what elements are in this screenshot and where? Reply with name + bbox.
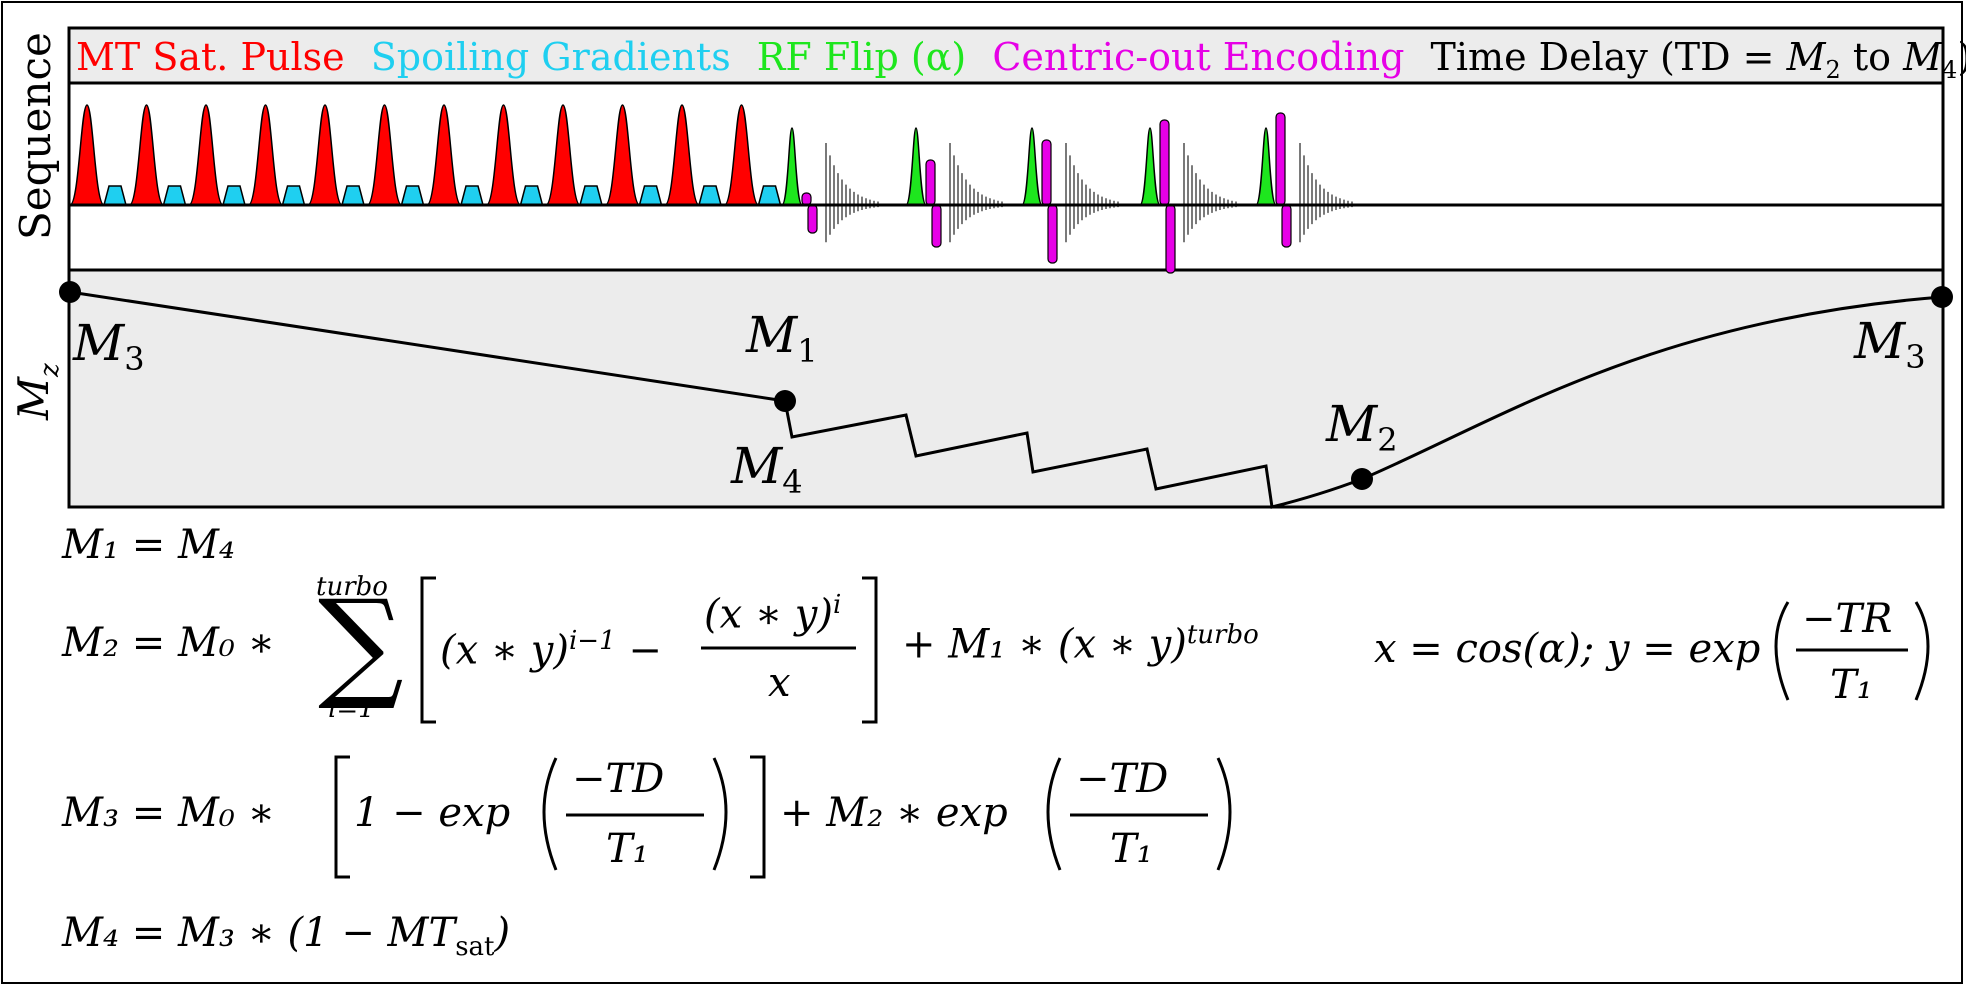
label-m3-left: M3 (72, 314, 145, 378)
point-m2 (1351, 468, 1373, 490)
encoding-lobe-positive (1041, 139, 1052, 206)
mt-pulse (128, 104, 165, 206)
equation-3-den: T₁ (606, 826, 649, 872)
sequence-axis-label: Sequence (11, 32, 60, 240)
equation-brackets (334, 576, 1930, 879)
equation-2-defs-den: T₁ (1830, 662, 1873, 708)
mt-pulse (188, 104, 224, 206)
label-m2: M2 (1325, 395, 1398, 459)
mt-pulse (69, 104, 105, 206)
encoding-lobe-negative (931, 204, 942, 248)
equation-3-num: −TD (572, 756, 665, 802)
legend-spoil: Spoiling Gradients (371, 35, 731, 79)
equation-2-sum-bottom: i=1 (328, 694, 375, 724)
label-m3-right: M3 (1853, 312, 1926, 376)
rf-flip-pulse (1021, 127, 1043, 206)
sequence-panel (67, 81, 1945, 272)
mt-pulse (485, 104, 522, 206)
mt-pulse (307, 104, 343, 206)
equation-2-frac-num: (x ∗ y)i (704, 590, 842, 638)
equation-1: M₁ = M₄ (62, 522, 235, 568)
equation-2-defs-num: −TR (1802, 596, 1893, 642)
magnetization-curve (69, 290, 1943, 509)
encoding-lobe-negative (1165, 204, 1176, 274)
equation-3-inner: 1 − exp (354, 790, 511, 836)
equation-2-lhs: M₂ = M₀ ∗ (62, 620, 275, 666)
rf-flip-pulse (1139, 127, 1161, 206)
rf-flip-pulse (781, 127, 803, 206)
legend-rf: RF Flip (α) (757, 35, 966, 79)
legend-text: MT Sat. Pulse Spoiling Gradients RF Flip… (76, 35, 1966, 84)
encoding-lobe-negative (1281, 204, 1292, 248)
mz-axis-label: Mz (9, 363, 65, 421)
equation-2-defs: x = cos(α); y = exp (1374, 626, 1761, 672)
legend-td: Time Delay (TD = (1431, 35, 1787, 79)
point-m3-right (1931, 286, 1953, 308)
equation-2-tail: + M₁ ∗ (x ∗ y)turbo (902, 620, 1259, 668)
encoding-lobe-positive (1275, 112, 1286, 206)
mt-pulse (366, 104, 403, 206)
equation-3-mid: + M₂ ∗ exp (780, 790, 1008, 836)
pulse-sequence (69, 104, 1943, 274)
encoding-lobe-positive (1159, 119, 1170, 206)
label-m1: M1 (745, 306, 818, 370)
mt-pulse (604, 104, 641, 206)
equation-4: M₄ = M₃ ∗ (1 − MTsat) (62, 910, 511, 962)
encoding-lobe-positive (801, 192, 812, 206)
mt-pulse (723, 104, 760, 206)
equation-3-den2: T₁ (1110, 826, 1153, 872)
equation-2-term1: (x ∗ y)i−1 − (440, 626, 662, 674)
mt-pulse (426, 104, 462, 206)
label-m4: M4 (730, 437, 803, 501)
point-m1 (774, 390, 796, 412)
mt-pulse (247, 104, 284, 206)
point-m3-left (59, 281, 81, 303)
legend-mt: MT Sat. Pulse (76, 35, 345, 79)
sum-symbol: ∑ (318, 575, 404, 714)
equation-3-num2: −TD (1076, 756, 1169, 802)
mt-pulse (664, 104, 700, 206)
encoding-lobe-negative (1047, 204, 1058, 264)
mt-pulse (545, 104, 581, 206)
equation-3-lhs: M₃ = M₀ ∗ (62, 790, 275, 836)
legend-centric: Centric-out Encoding (992, 35, 1404, 79)
equation-2-sum-top: turbo (316, 572, 388, 602)
encoding-lobe-negative (807, 204, 818, 234)
equation-2-frac-den: x (768, 660, 791, 706)
rf-flip-pulse (905, 127, 927, 206)
encoding-lobe-positive (925, 159, 936, 206)
rf-flip-pulse (1255, 127, 1277, 206)
mz-panel (67, 268, 1945, 509)
